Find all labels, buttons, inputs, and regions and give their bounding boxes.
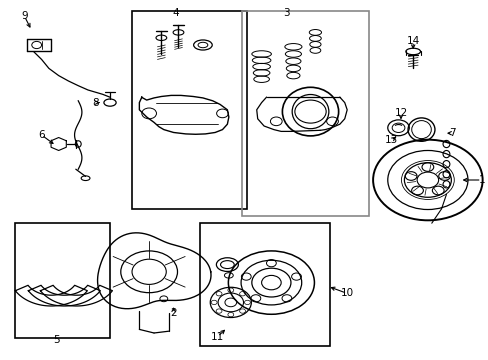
Text: 13: 13: [384, 135, 397, 145]
Text: 11: 11: [210, 332, 224, 342]
Text: 10: 10: [340, 288, 353, 298]
Text: 3: 3: [282, 8, 289, 18]
Bar: [242, 11, 368, 216]
Bar: [15, 223, 110, 338]
Text: 5: 5: [53, 335, 60, 345]
Text: 12: 12: [393, 108, 407, 118]
Bar: [200, 223, 329, 346]
Text: 1: 1: [477, 175, 484, 185]
Text: 6: 6: [38, 130, 45, 140]
Text: 7: 7: [448, 128, 455, 138]
Text: 4: 4: [172, 8, 179, 18]
Text: 8: 8: [92, 98, 99, 108]
Bar: [132, 11, 246, 209]
Text: 9: 9: [21, 11, 28, 21]
Text: 14: 14: [406, 36, 419, 46]
Text: 2: 2: [170, 308, 177, 318]
